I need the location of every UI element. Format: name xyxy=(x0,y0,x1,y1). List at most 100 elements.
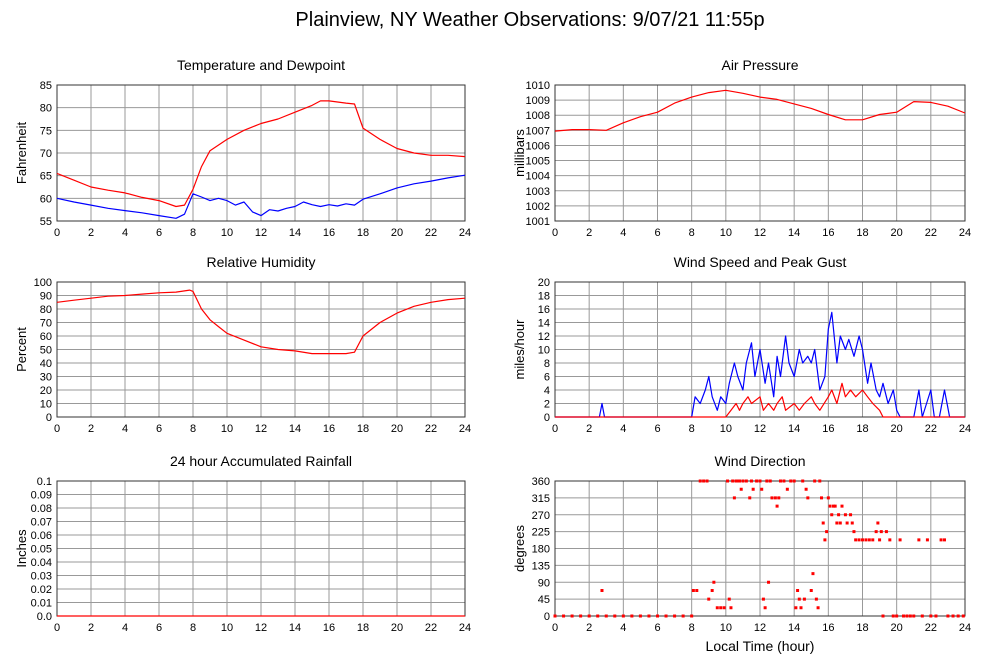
pressure-xtick-label: 12 xyxy=(754,227,766,239)
wind-series-line-0 xyxy=(555,311,965,418)
humidity-xtick-label: 2 xyxy=(88,423,94,435)
direction-point xyxy=(596,614,600,618)
humidity-xtick-label: 22 xyxy=(425,423,437,435)
direction-point xyxy=(813,479,817,483)
direction-point xyxy=(925,538,929,542)
direction-point xyxy=(871,538,875,542)
humidity-ylabel: Percent xyxy=(14,327,29,372)
direction-point xyxy=(828,504,832,508)
direction-point xyxy=(736,479,740,483)
direction-point xyxy=(768,479,772,483)
direction-point xyxy=(902,614,905,618)
wind-xtick-label: 20 xyxy=(891,423,903,435)
direction-point xyxy=(760,487,764,491)
rain-ytick-label: 0.05 xyxy=(31,544,52,556)
direction-point xyxy=(570,614,574,618)
direction-point xyxy=(621,614,625,618)
direction-point xyxy=(751,487,755,491)
direction-point xyxy=(831,504,835,508)
rain-ytick-label: 0.08 xyxy=(31,503,52,515)
direction-title: Wind Direction xyxy=(714,453,805,469)
direction-point xyxy=(755,479,759,483)
humidity-plot-frame xyxy=(56,281,466,418)
temp-xtick-label: 2 xyxy=(88,227,94,239)
humidity-xtick-label: 8 xyxy=(190,423,196,435)
rain-xtick-label: 14 xyxy=(289,622,301,634)
pressure-xtick-label: 8 xyxy=(689,227,695,239)
direction-ytick-label: 180 xyxy=(532,544,550,556)
direction-ytick-label: 0 xyxy=(544,611,550,623)
direction-point xyxy=(840,504,844,508)
humidity-ytick-label: 0 xyxy=(46,412,52,424)
rain-ylabel: Inches xyxy=(14,529,29,568)
temp-ytick-label: 60 xyxy=(40,193,52,205)
direction-point xyxy=(779,479,782,483)
rain-ytick-label: 0.03 xyxy=(31,571,52,583)
direction-point xyxy=(835,521,839,525)
rain-xtick-label: 2 xyxy=(88,622,94,634)
direction-xtick-label: 16 xyxy=(822,622,834,634)
direction-point xyxy=(739,487,743,491)
temp-xtick-label: 14 xyxy=(289,227,301,239)
direction-point xyxy=(664,614,668,618)
wind-ytick-label: 16 xyxy=(538,304,550,316)
temp-xtick-label: 8 xyxy=(190,227,196,239)
wind-ytick-label: 8 xyxy=(544,358,550,370)
direction-point xyxy=(946,614,950,618)
pressure-ytick-label: 1004 xyxy=(526,171,550,183)
temp-ytick-label: 75 xyxy=(40,125,52,137)
pressure-xtick-label: 10 xyxy=(720,227,732,239)
wind-ytick-label: 14 xyxy=(538,318,550,330)
rain-xtick-label: 0 xyxy=(54,622,60,634)
pressure-ytick-label: 1003 xyxy=(526,186,550,198)
pressure-ytick-label: 1002 xyxy=(526,201,550,213)
wind-plot-frame xyxy=(554,281,966,418)
humidity-xtick-label: 0 xyxy=(54,423,60,435)
direction-point xyxy=(826,496,830,500)
direction-point xyxy=(920,614,924,618)
direction-point xyxy=(782,479,786,483)
direction-point xyxy=(681,614,685,618)
direction-point xyxy=(630,614,634,618)
temp-xtick-label: 10 xyxy=(221,227,233,239)
humidity-ytick-label: 60 xyxy=(40,331,52,343)
pressure-xtick-label: 18 xyxy=(856,227,868,239)
direction-point xyxy=(874,530,878,534)
humidity-ytick-label: 10 xyxy=(40,399,52,411)
direction-xtick-label: 18 xyxy=(856,622,868,634)
wind-ylabel: miles/hour xyxy=(512,319,527,380)
direction-point xyxy=(814,597,818,601)
direction-point xyxy=(876,521,880,525)
wind-xtick-label: 4 xyxy=(620,423,626,435)
direction-point xyxy=(843,513,847,517)
direction-point xyxy=(770,496,774,500)
rain-xtick-label: 12 xyxy=(255,622,267,634)
wind-ytick-label: 6 xyxy=(544,372,550,384)
direction-xtick-label: 20 xyxy=(891,622,903,634)
direction-ytick-label: 315 xyxy=(532,493,550,505)
humidity-series-line-0 xyxy=(56,289,466,355)
direction-point xyxy=(929,614,933,618)
direction-point xyxy=(767,580,771,584)
pressure-xtick-label: 22 xyxy=(925,227,937,239)
pressure-xtick-label: 6 xyxy=(654,227,660,239)
direction-point xyxy=(604,614,608,618)
direction-point xyxy=(732,496,736,500)
direction-point xyxy=(789,479,793,483)
direction-point xyxy=(917,538,921,542)
direction-point xyxy=(908,614,912,618)
direction-point xyxy=(852,530,856,534)
direction-point xyxy=(763,606,767,610)
direction-point xyxy=(797,597,801,601)
x-axis-title: Local Time (hour) xyxy=(706,638,815,654)
direction-point xyxy=(794,606,798,610)
wind-ytick-label: 10 xyxy=(538,345,550,357)
direction-point xyxy=(801,479,805,483)
direction-point xyxy=(727,597,731,601)
direction-point xyxy=(820,496,823,500)
